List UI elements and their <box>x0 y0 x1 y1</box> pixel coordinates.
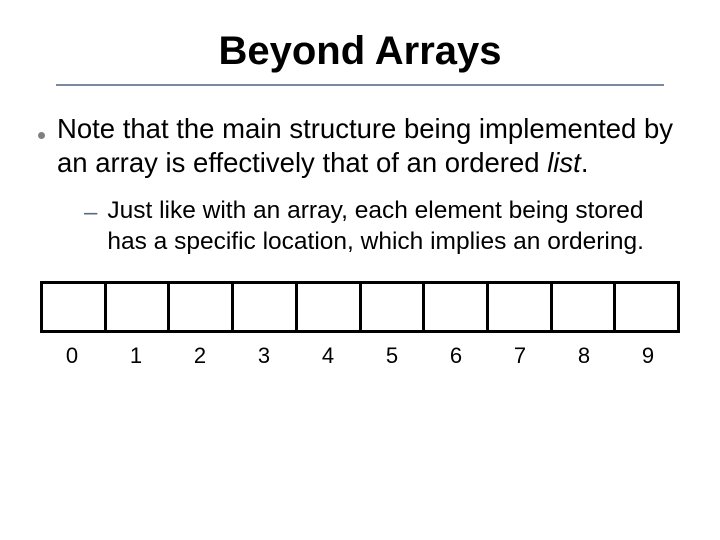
array-cell <box>425 284 489 330</box>
array-cell <box>362 284 426 330</box>
array-cell <box>616 284 677 330</box>
array-cell <box>553 284 617 330</box>
array-indices-row: 0123456789 <box>40 343 680 369</box>
array-cell <box>170 284 234 330</box>
bullet-1-post: . <box>581 147 589 178</box>
array-cell <box>298 284 362 330</box>
array-index-label: 0 <box>40 343 104 369</box>
array-cell <box>489 284 553 330</box>
bullet-2-text: Just like with an array, each element be… <box>107 195 682 258</box>
array-index-label: 5 <box>360 343 424 369</box>
bullet-1-text: Note that the main structure being imple… <box>57 112 682 181</box>
array-index-label: 1 <box>104 343 168 369</box>
page-title: Beyond Arrays <box>56 28 664 86</box>
array-index-label: 2 <box>168 343 232 369</box>
bullet-1-italic: list <box>547 147 581 178</box>
array-index-label: 3 <box>232 343 296 369</box>
array-index-label: 8 <box>552 343 616 369</box>
bullet-marker-dot <box>38 115 45 149</box>
bullet-level-2: – Just like with an array, each element … <box>84 195 682 258</box>
bullet-level-1: Note that the main structure being imple… <box>38 112 682 181</box>
array-cell <box>234 284 298 330</box>
array-cell <box>107 284 171 330</box>
array-index-label: 9 <box>616 343 680 369</box>
bullet-marker-dash: – <box>84 201 97 225</box>
array-index-label: 4 <box>296 343 360 369</box>
array-index-label: 6 <box>424 343 488 369</box>
array-index-label: 7 <box>488 343 552 369</box>
array-cell <box>43 284 107 330</box>
array-diagram <box>40 281 680 333</box>
slide: Beyond Arrays Note that the main structu… <box>0 0 720 540</box>
